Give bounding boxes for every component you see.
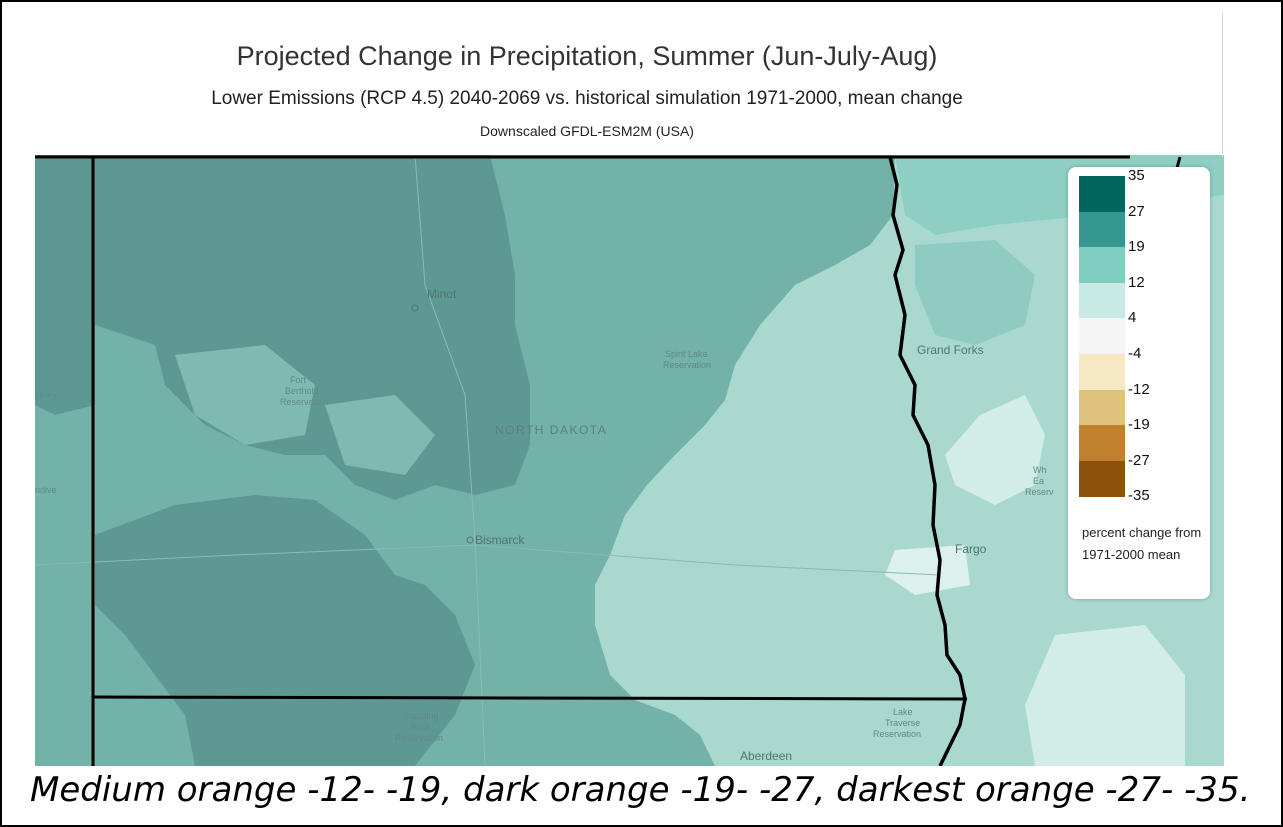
glendive-label: ndive: [35, 485, 57, 495]
fort-berthold-label-3: Reservation: [280, 397, 328, 407]
map-region-dark-teal: [35, 155, 95, 415]
legend-swatch: [1079, 247, 1125, 284]
map-legend: 35 27 19 12 4 -4 -12 -19 -27 -35 percent change f…: [1068, 167, 1210, 599]
map-region-east-lighter: [1025, 625, 1185, 766]
map-border-red-river: [888, 156, 967, 766]
map-figure: Projected Change in Precipitation, Summe…: [35, 12, 1224, 766]
legend-tick-label: 35: [1128, 167, 1145, 184]
map-region-enclave: [325, 395, 435, 475]
aberdeen-label: Aberdeen: [740, 749, 792, 763]
white-earth-label-2: Ea: [1033, 476, 1044, 486]
legend-swatch: [1079, 176, 1125, 212]
bismarck-marker: [466, 536, 474, 544]
header-divider: [1222, 12, 1223, 157]
standing-rock-label-1: Standing: [403, 711, 439, 721]
minot-label: Minot: [427, 287, 457, 301]
legend-swatch: [1079, 318, 1125, 355]
fort-berthold-label-2: Berthold: [285, 386, 319, 396]
image-caption: Medium orange -12- -19, dark orange -19-…: [30, 770, 1251, 810]
standing-rock-label-2: Rock: [410, 722, 431, 732]
fargo-label: Fargo: [955, 542, 987, 556]
legend-tick-label: -35: [1128, 487, 1150, 505]
legend-swatch: [1079, 425, 1125, 462]
minot-marker: [411, 304, 419, 312]
white-earth-label-1: Wh: [1033, 465, 1047, 475]
bismarck-label: Bismarck: [475, 533, 525, 547]
legend-swatch: [1079, 211, 1125, 248]
legend-tick-label: -19: [1128, 416, 1150, 434]
map-region-enclave: [175, 345, 315, 445]
map-road: [414, 155, 476, 541]
standing-rock-label-3: Reservation: [395, 733, 443, 743]
map-source: Downscaled GFDL-ESM2M (USA): [480, 123, 694, 139]
map-road: [474, 539, 486, 766]
legend-swatch: [1079, 389, 1125, 426]
state-label: NORTH DAKOTA: [495, 423, 607, 437]
legend-swatch: [1079, 460, 1125, 497]
spirit-lake-label-1: Spirit Lake: [665, 349, 708, 359]
lake-traverse-label-1: Lake: [893, 707, 913, 717]
legend-tick-label: -4: [1128, 345, 1142, 362]
legend-unit-label: percent change from 1971-2000 mean: [1082, 525, 1202, 562]
grand-forks-label: Grand Forks: [917, 343, 984, 357]
map-region-medium-teal: [915, 240, 1035, 345]
map-border-south-dakota: [92, 695, 968, 701]
legend-swatch: [1079, 282, 1125, 319]
legend-tick-label: 19: [1128, 238, 1145, 256]
fort-berthold-label-1: Fort: [290, 375, 307, 385]
legend-tick-label: 4: [1128, 309, 1137, 327]
map-region-east-lighter: [945, 395, 1045, 505]
legend-tick-label: 12: [1128, 273, 1145, 291]
precipitation-map[interactable]: Minot Fort Berthold Reservation Spirit L…: [35, 155, 1224, 766]
map-subtitle: Lower Emissions (RCP 4.5) 2040-2069 vs. …: [211, 88, 963, 109]
legend-tick-label: -27: [1128, 451, 1150, 469]
white-earth-label-3: Reserv: [1025, 487, 1054, 497]
map-title: Projected Change in Precipitation, Summe…: [236, 41, 938, 71]
legend-tick-label: 27: [1128, 202, 1145, 220]
lake-traverse-label-2: Traverse: [885, 718, 920, 728]
sidney-label: idney: [35, 390, 57, 400]
legend-tick-label: -12: [1128, 380, 1150, 398]
lake-traverse-label-3: Reservation: [873, 729, 921, 739]
legend-swatch: [1079, 354, 1125, 390]
map-region-east-lighter: [885, 545, 970, 595]
spirit-lake-label-2: Reservation: [663, 360, 711, 370]
